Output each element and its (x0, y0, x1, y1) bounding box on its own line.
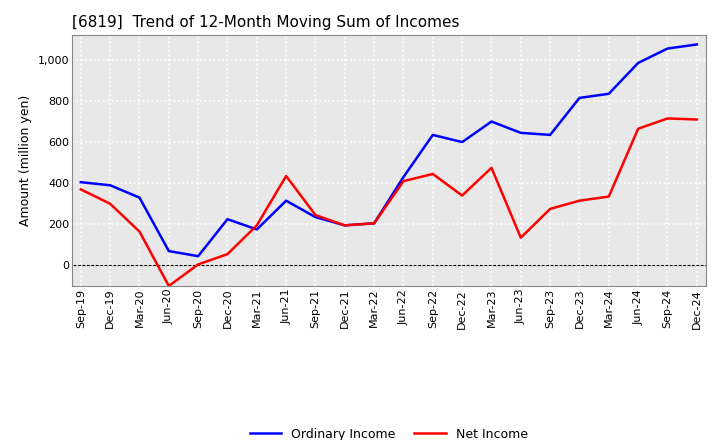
Ordinary Income (341, 223, 349, 228)
Ordinary Income (164, 249, 173, 254)
Text: [6819]  Trend of 12-Month Moving Sum of Incomes: [6819] Trend of 12-Month Moving Sum of I… (72, 15, 459, 30)
Line: Net Income: Net Income (81, 118, 697, 286)
Ordinary Income (458, 139, 467, 145)
Net Income (399, 179, 408, 184)
Net Income (194, 262, 202, 267)
Ordinary Income (76, 180, 85, 185)
Net Income (487, 165, 496, 170)
Net Income (311, 213, 320, 218)
Ordinary Income (223, 216, 232, 222)
Net Income (282, 173, 290, 179)
Ordinary Income (106, 183, 114, 188)
Ordinary Income (546, 132, 554, 138)
Net Income (135, 229, 144, 234)
Net Income (164, 283, 173, 289)
Net Income (106, 201, 114, 206)
Net Income (428, 171, 437, 176)
Ordinary Income (663, 46, 672, 51)
Line: Ordinary Income: Ordinary Income (81, 44, 697, 256)
Ordinary Income (634, 60, 642, 66)
Net Income (458, 193, 467, 198)
Net Income (546, 206, 554, 212)
Ordinary Income (135, 195, 144, 200)
Net Income (76, 187, 85, 192)
Net Income (663, 116, 672, 121)
Ordinary Income (428, 132, 437, 138)
Ordinary Income (575, 95, 584, 101)
Ordinary Income (253, 227, 261, 232)
Net Income (253, 223, 261, 228)
Net Income (605, 194, 613, 199)
Ordinary Income (370, 221, 379, 226)
Net Income (341, 223, 349, 228)
Ordinary Income (487, 119, 496, 124)
Net Income (575, 198, 584, 203)
Ordinary Income (194, 253, 202, 259)
Net Income (516, 235, 525, 240)
Net Income (693, 117, 701, 122)
Ordinary Income (399, 174, 408, 180)
Net Income (370, 221, 379, 226)
Y-axis label: Amount (million yen): Amount (million yen) (19, 95, 32, 226)
Ordinary Income (516, 130, 525, 136)
Ordinary Income (311, 214, 320, 220)
Ordinary Income (282, 198, 290, 203)
Net Income (634, 126, 642, 132)
Legend: Ordinary Income, Net Income: Ordinary Income, Net Income (245, 423, 533, 440)
Ordinary Income (605, 91, 613, 96)
Ordinary Income (693, 42, 701, 47)
Net Income (223, 252, 232, 257)
